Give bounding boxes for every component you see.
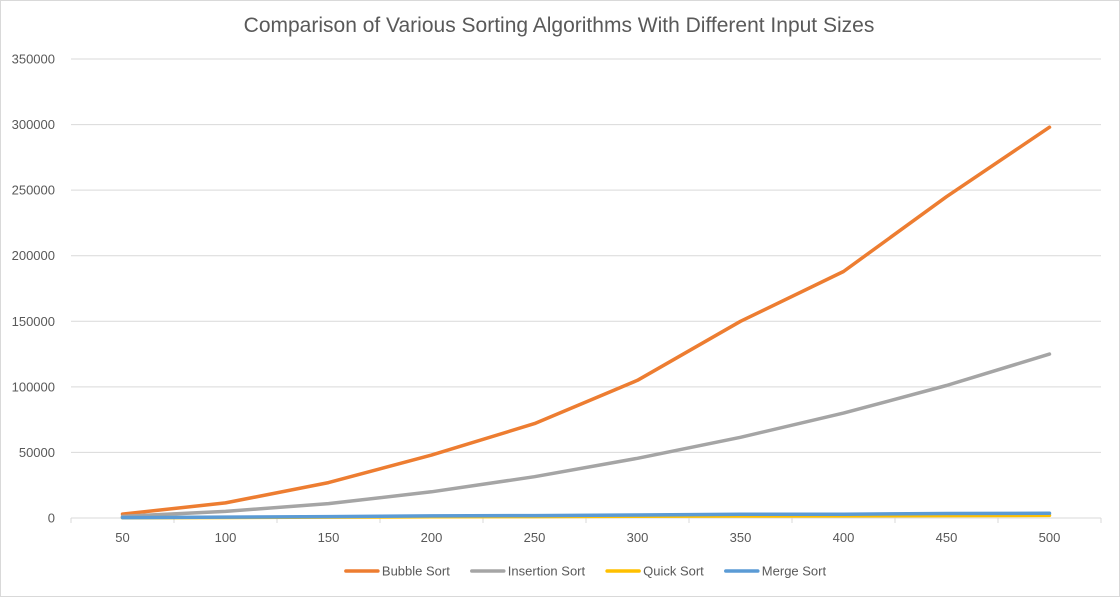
legend-label: Insertion Sort (508, 564, 586, 579)
legend-label: Bubble Sort (382, 564, 450, 579)
y-tick-label: 150000 (12, 314, 55, 329)
legend-item-insertion-sort: Insertion Sort (470, 564, 586, 579)
y-tick-label: 350000 (12, 52, 55, 67)
legend-label: Quick Sort (643, 564, 704, 579)
x-axis-tick-labels: 50 100 150 200 250 300 350 400 450 500 (115, 530, 1060, 545)
y-tick-label: 250000 (12, 183, 55, 198)
legend-item-bubble-sort: Bubble Sort (344, 564, 450, 579)
x-tick-label: 200 (421, 530, 443, 545)
y-tick-label: 200000 (12, 248, 55, 263)
chart-title: Comparison of Various Sorting Algorithms… (244, 14, 875, 37)
y-tick-label: 100000 (12, 379, 55, 394)
series-line-merge-sort (120, 511, 1052, 520)
gridlines (70, 58, 1102, 523)
x-tick-label: 400 (833, 530, 855, 545)
x-tick-label: 500 (1039, 530, 1061, 545)
x-tick-label: 450 (936, 530, 958, 545)
series-line-insertion-sort (120, 352, 1052, 519)
legend: Bubble Sort Insertion Sort Quick Sort Merge… (344, 564, 827, 579)
y-tick-label: 300000 (12, 117, 55, 132)
x-tick-label: 50 (115, 530, 129, 545)
y-tick-label: 50000 (19, 445, 55, 460)
legend-item-merge-sort: Merge Sort (724, 564, 827, 579)
y-tick-label: 0 (48, 511, 55, 526)
series-line-bubble-sort (120, 125, 1052, 516)
x-tick-label: 250 (524, 530, 546, 545)
x-tick-label: 150 (318, 530, 340, 545)
x-tick-label: 350 (730, 530, 752, 545)
legend-label: Merge Sort (762, 564, 827, 579)
series-lines (120, 125, 1052, 520)
legend-item-quick-sort: Quick Sort (605, 564, 704, 579)
x-tick-label: 100 (215, 530, 237, 545)
x-tick-label: 300 (627, 530, 649, 545)
y-axis-tick-labels: 0 50000 100000 150000 200000 250000 300000 3500… (12, 52, 55, 526)
